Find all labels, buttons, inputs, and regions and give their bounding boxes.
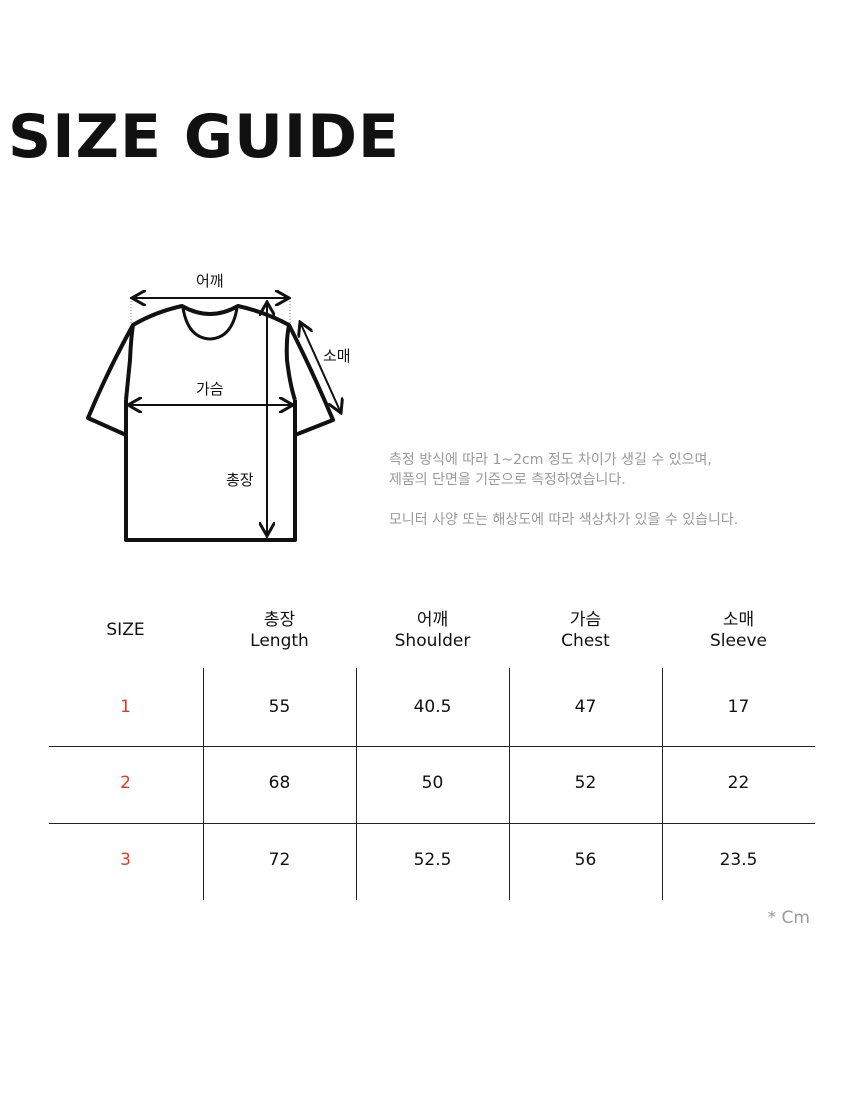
- value-cell: 47: [574, 697, 597, 717]
- value-cell: 52.5: [413, 850, 452, 870]
- header-ko: 소매: [722, 610, 755, 630]
- value-cell: 52: [574, 773, 597, 793]
- header-sleeve: 소매 Sleeve: [662, 610, 815, 652]
- value-cell: 40.5: [413, 697, 452, 717]
- header-en: Shoulder: [394, 631, 471, 651]
- column-divider: [509, 668, 510, 900]
- column-divider: [662, 668, 663, 900]
- header-en: Chest: [561, 631, 610, 651]
- value-cell: 50: [421, 773, 444, 793]
- note-line: 측정 방식에 따라 1~2cm 정도 차이가 생길 수 있으며,: [389, 452, 712, 468]
- value-cell: 68: [268, 773, 291, 793]
- sleeve-arrow: [300, 322, 341, 413]
- chest-label: 가슴: [196, 380, 224, 398]
- header-ko: 총장: [263, 610, 296, 630]
- value-cell: 56: [574, 850, 597, 870]
- value-cell: 55: [268, 697, 291, 717]
- row-divider: [49, 746, 815, 747]
- size-cell: 2: [120, 773, 131, 793]
- value-cell: 22: [727, 773, 750, 793]
- unit-note: * Cm: [767, 908, 810, 928]
- size-cell: 1: [120, 697, 131, 717]
- note-line: 모니터 사양 또는 해상도에 따라 색상차가 있을 수 있습니다.: [389, 512, 739, 528]
- size-cell: 3: [120, 850, 131, 870]
- sleeve-label: 소매: [323, 347, 351, 365]
- column-divider: [356, 668, 357, 900]
- header-ko: 어깨: [416, 610, 449, 630]
- row-divider: [49, 823, 815, 824]
- header-en: Length: [250, 631, 309, 651]
- column-divider: [203, 668, 204, 900]
- shoulder-label: 어깨: [196, 272, 224, 290]
- note-line: 제품의 단면을 기준으로 측정하였습니다.: [389, 472, 626, 488]
- value-cell: 23.5: [719, 850, 758, 870]
- header-ko: 가슴: [569, 610, 602, 630]
- header-length: 총장 Length: [203, 610, 356, 652]
- tshirt-diagram: [86, 0, 860, 542]
- header-chest: 가슴 Chest: [509, 610, 662, 652]
- value-cell: 72: [268, 850, 291, 870]
- value-cell: 17: [727, 697, 750, 717]
- page-title: SIZE GUIDE: [8, 102, 401, 172]
- header-size: SIZE: [106, 620, 145, 640]
- header-shoulder: 어깨 Shoulder: [356, 610, 509, 652]
- header-en: Sleeve: [710, 631, 767, 651]
- length-label: 총장: [226, 471, 254, 489]
